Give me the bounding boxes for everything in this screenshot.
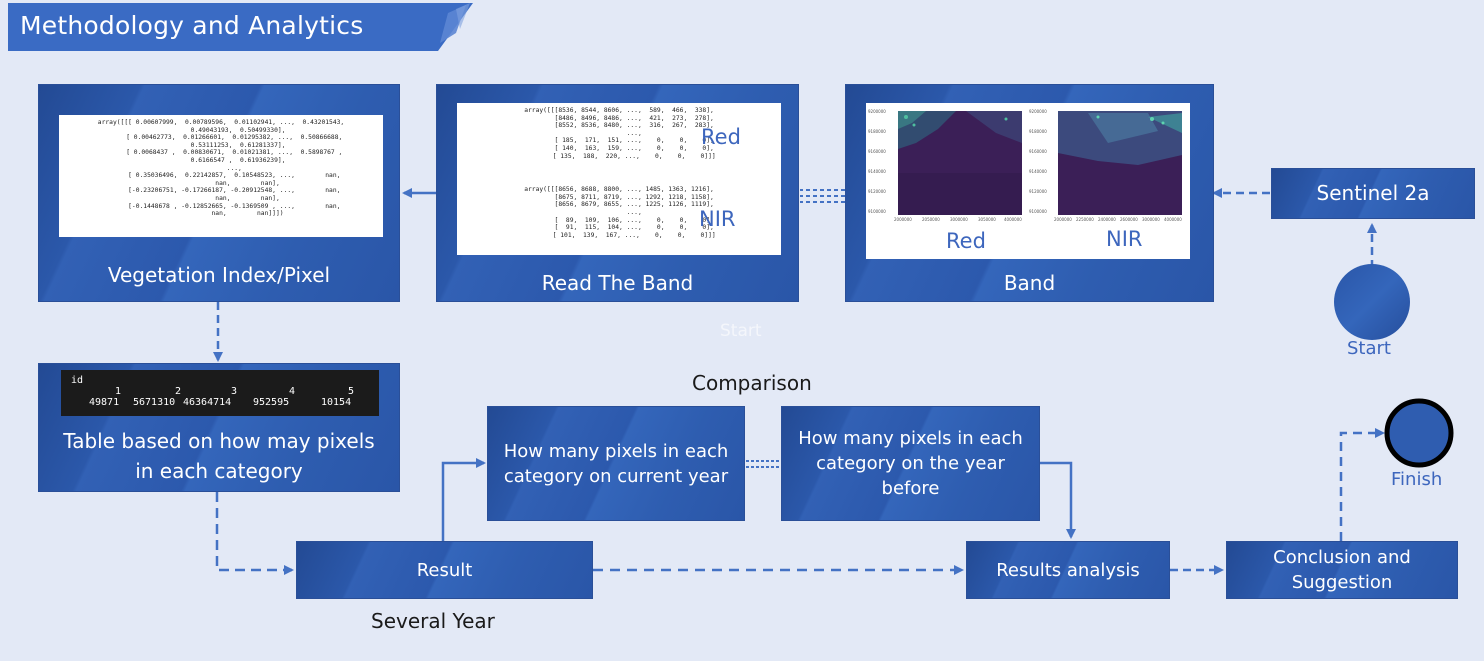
table-id: 1	[115, 386, 122, 397]
nir-xtick: 4000000	[1164, 217, 1182, 222]
connector-before-to-analysis	[1040, 461, 1076, 539]
red-xtick: 2050000	[922, 217, 940, 222]
table-id: 5	[348, 386, 355, 397]
nir-ytick: 9160000	[1029, 149, 1047, 154]
red-ytick: 9200000	[868, 109, 886, 114]
vegetation-array-output: array([[[ 0.00607999, 0.00789596, 0.0110…	[59, 115, 383, 237]
nir-xtick: 2400000	[1098, 217, 1116, 222]
pixel-count-table: id 1 2 3 4 5 49871 5671310 46364714 9525…	[61, 370, 379, 416]
table-count: 5671310	[133, 397, 176, 408]
nir-raster-yticks: 9200000 9180000 9160000 9140000 9120000 …	[1029, 109, 1047, 214]
start-label: Start	[1347, 338, 1391, 359]
red-ytick: 9180000	[868, 129, 886, 134]
conclusion-label: Conclusion and Suggestion	[1273, 547, 1411, 593]
vegetation-index-label: Vegetation Index/Pixel	[107, 263, 331, 287]
nir-xtick: 2000000	[1054, 217, 1072, 222]
red-xtick: 3050000	[978, 217, 996, 222]
red-xtick: 2000000	[894, 217, 912, 222]
result-label: Result	[416, 559, 473, 581]
red-raster-xticks: 2000000 2050000 3000000 3050000 4000000	[894, 217, 1022, 222]
red-ytick: 9100000	[868, 209, 886, 214]
read-red-label: Red	[701, 125, 741, 149]
band-node: 9200000 9180000 9160000 9140000 9120000 …	[845, 84, 1214, 302]
result-node: Result	[296, 541, 593, 599]
nir-ytick: 9100000	[1029, 209, 1047, 214]
nir-raster-xticks: 2000000 2250000 2400000 2600000 3000000 …	[1054, 217, 1182, 222]
start-faint-label: Start	[720, 321, 762, 341]
vegetation-array-text: array([[[ 0.00607999, 0.00789596, 0.0110…	[97, 119, 345, 218]
band-red-label: Red	[946, 229, 986, 253]
table-count: 46364714	[183, 397, 232, 408]
results-analysis-node: Results analysis	[966, 541, 1170, 599]
connector-band-to-read	[800, 189, 845, 203]
band-label: Band	[1003, 271, 1056, 295]
nir-xtick: 3000000	[1142, 217, 1160, 222]
current-year-label: How many pixels in each category on curr…	[503, 440, 729, 487]
red-band-raster: 9200000 9180000 9160000 9140000 9120000 …	[868, 109, 1022, 222]
start-circle	[1334, 264, 1410, 340]
results-analysis-label: Results analysis	[996, 559, 1140, 581]
read-band-output: array([[[8536, 8544, 8606, ..., 589, 466…	[457, 103, 781, 255]
nir-ytick: 9200000	[1029, 109, 1047, 114]
pixel-table-label: Table based on how may pixels in each ca…	[63, 429, 375, 483]
table-index-name: id	[71, 375, 84, 386]
red-ytick: 9120000	[868, 189, 886, 194]
read-nir-label: NIR	[699, 207, 736, 231]
red-xtick: 3000000	[950, 217, 968, 222]
table-id: 4	[289, 386, 296, 397]
nir-xtick: 2250000	[1076, 217, 1094, 222]
several-year-label: Several Year	[371, 609, 495, 633]
table-id: 3	[231, 386, 238, 397]
nir-xtick: 2600000	[1120, 217, 1138, 222]
comparison-label: Comparison	[692, 371, 812, 395]
year-before-node: How many pixels in each category on the …	[781, 406, 1040, 521]
finish-label: Finish	[1391, 469, 1443, 490]
conclusion-node: Conclusion and Suggestion	[1226, 541, 1458, 599]
header-shape	[8, 3, 473, 51]
connector-result-to-current	[441, 458, 486, 541]
nir-ytick: 9140000	[1029, 169, 1047, 174]
table-count-row: 49871 5671310 46364714 952595 10154	[61, 398, 379, 408]
nir-band-raster: 9200000 9180000 9160000 9140000 9120000 …	[1029, 109, 1182, 222]
header-title: Methodology and Analytics	[20, 11, 364, 40]
connector-current-to-before	[746, 460, 781, 468]
vegetation-index-node: array([[[ 0.00607999, 0.00789596, 0.0110…	[38, 84, 400, 302]
read-nir-array-text: array([[[8656, 8688, 8800, ..., 1485, 13…	[524, 186, 716, 239]
red-xtick: 4000000	[1004, 217, 1022, 222]
nir-ytick: 9120000	[1029, 189, 1047, 194]
connector-table-to-result	[215, 492, 294, 575]
year-before-label: How many pixels in each category on the …	[798, 428, 1023, 499]
table-id: 2	[175, 386, 182, 397]
read-red-array-text: array([[[8536, 8544, 8606, ..., 589, 466…	[524, 107, 716, 160]
table-count: 952595	[253, 397, 290, 408]
read-band-label: Read The Band	[541, 271, 694, 295]
band-nir-label: NIR	[1106, 227, 1143, 251]
band-raster-panel: 9200000 9180000 9160000 9140000 9120000 …	[866, 103, 1190, 259]
header-banner: Methodology and Analytics	[8, 3, 473, 51]
table-id-row: 1 2 3 4 5	[61, 387, 379, 397]
table-count: 49871	[89, 397, 120, 408]
sentinel-node: Sentinel 2a	[1271, 168, 1475, 219]
red-raster-yticks: 9200000 9180000 9160000 9140000 9120000 …	[868, 109, 886, 214]
nir-ytick: 9180000	[1029, 129, 1047, 134]
red-ytick: 9160000	[868, 149, 886, 154]
read-band-node: array([[[8536, 8544, 8606, ..., 589, 466…	[436, 84, 799, 302]
pixel-table-node: id 1 2 3 4 5 49871 5671310 46364714 9525…	[38, 363, 400, 492]
sentinel-label: Sentinel 2a	[1316, 181, 1430, 205]
connector-conclusion-to-finish	[1339, 428, 1385, 541]
finish-circle	[1384, 398, 1454, 468]
table-count: 10154	[321, 397, 352, 408]
red-ytick: 9140000	[868, 169, 886, 174]
current-year-node: How many pixels in each category on curr…	[487, 406, 745, 521]
